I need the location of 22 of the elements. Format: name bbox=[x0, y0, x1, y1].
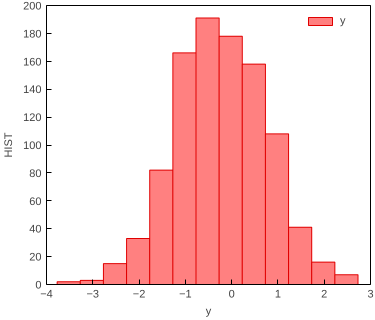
x-tick-label: 1 bbox=[274, 288, 281, 300]
y-tick-label: 180 bbox=[23, 28, 42, 40]
x-tick-label: 2 bbox=[321, 288, 328, 300]
y-tick-label: 80 bbox=[29, 168, 42, 180]
y-tick-label: 100 bbox=[23, 140, 42, 152]
y-tick-label: 40 bbox=[29, 224, 42, 236]
y-tick-label: 20 bbox=[29, 252, 42, 264]
x-tick-label: −2 bbox=[132, 288, 146, 300]
y-axis-title: HIST bbox=[3, 132, 16, 158]
x-tick-label: −3 bbox=[86, 288, 100, 300]
legend-label: y bbox=[340, 15, 346, 27]
y-tick-label: 140 bbox=[23, 84, 42, 96]
y-tick-label: 120 bbox=[23, 112, 42, 124]
x-tick-label: −1 bbox=[179, 288, 192, 300]
y-tick-label: 0 bbox=[35, 280, 42, 292]
x-tick-label: −4 bbox=[40, 288, 53, 300]
y-tick-label: 60 bbox=[29, 196, 42, 208]
y-tick-label: 200 bbox=[23, 0, 42, 12]
y-tick-label: 160 bbox=[23, 56, 42, 68]
x-tick-label: 0 bbox=[228, 288, 235, 300]
x-tick-label: 3 bbox=[367, 288, 374, 300]
x-axis-title: y bbox=[206, 306, 212, 318]
